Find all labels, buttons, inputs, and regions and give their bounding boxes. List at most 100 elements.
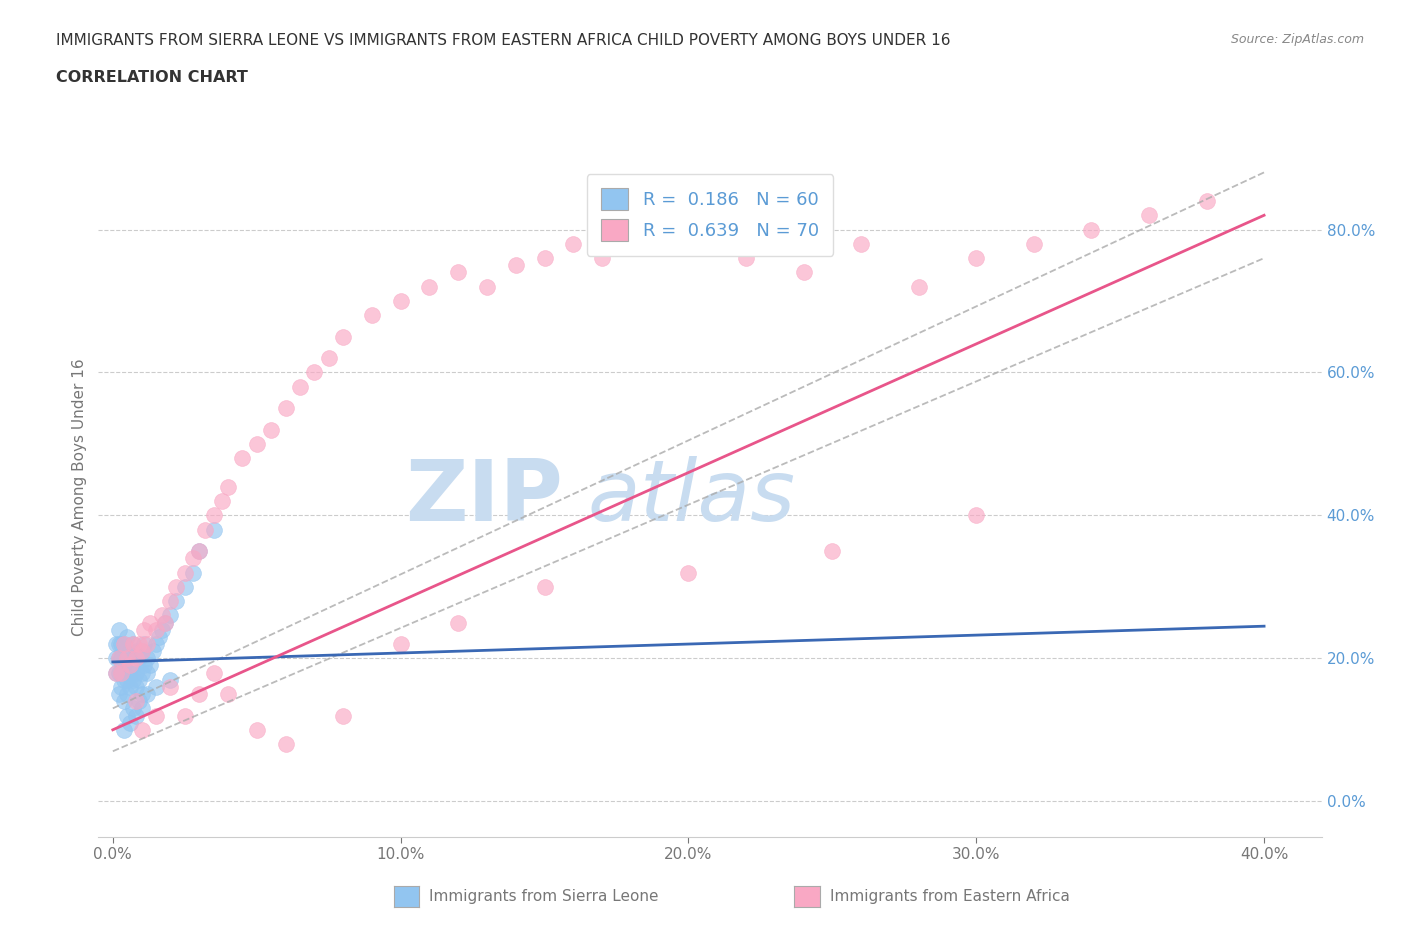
Point [120, 665, 142, 680]
Point [1080, 222, 1102, 237]
Point [112, 637, 135, 652]
Point [131, 665, 153, 680]
Point [134, 622, 156, 637]
Point [173, 579, 195, 594]
Text: CORRELATION CHART: CORRELATION CHART [56, 70, 247, 85]
Point [110, 637, 132, 652]
Point [104, 637, 127, 652]
Point [107, 651, 129, 666]
Point [104, 665, 127, 680]
Point [447, 615, 470, 630]
Point [1137, 207, 1160, 222]
Point [965, 508, 987, 523]
Point [112, 694, 135, 709]
Point [183, 551, 205, 565]
Y-axis label: Child Poverty Among Boys Under 16: Child Poverty Among Boys Under 16 [72, 359, 87, 636]
Point [131, 644, 153, 658]
Point [202, 665, 225, 680]
Point [562, 236, 585, 251]
Text: Source: ZipAtlas.com: Source: ZipAtlas.com [1230, 33, 1364, 46]
Point [533, 579, 555, 594]
Point [389, 637, 412, 652]
Point [110, 680, 132, 695]
Point [360, 308, 382, 323]
Point [183, 565, 205, 580]
Point [735, 251, 758, 266]
Point [332, 708, 354, 723]
Point [389, 294, 412, 309]
Point [533, 251, 555, 266]
Point [136, 651, 159, 666]
Point [120, 644, 142, 658]
Text: atlas: atlas [588, 456, 796, 539]
Point [159, 672, 181, 687]
Point [159, 593, 181, 608]
Point [620, 222, 643, 237]
Text: ZIP: ZIP [405, 456, 564, 539]
Point [1022, 236, 1045, 251]
Point [128, 651, 150, 666]
Point [131, 701, 153, 716]
Point [318, 351, 340, 365]
Point [145, 708, 167, 723]
Point [304, 365, 326, 380]
Point [159, 608, 181, 623]
Point [134, 658, 156, 673]
Point [122, 672, 145, 687]
Point [110, 665, 132, 680]
Point [274, 401, 297, 416]
Point [139, 615, 162, 630]
Point [418, 279, 440, 294]
Text: IMMIGRANTS FROM SIERRA LEONE VS IMMIGRANTS FROM EASTERN AFRICA CHILD POVERTY AMO: IMMIGRANTS FROM SIERRA LEONE VS IMMIGRAN… [56, 33, 950, 47]
Point [246, 436, 269, 451]
Point [128, 672, 150, 687]
Text: Immigrants from Eastern Africa: Immigrants from Eastern Africa [830, 889, 1070, 904]
Point [115, 708, 138, 723]
Point [136, 686, 159, 701]
Point [125, 694, 148, 709]
Point [128, 694, 150, 709]
Point [142, 644, 165, 658]
Point [145, 637, 167, 652]
Point [107, 637, 129, 652]
Point [110, 651, 132, 666]
Point [125, 651, 148, 666]
Point [131, 644, 153, 658]
Point [188, 686, 211, 701]
Point [260, 422, 283, 437]
Point [104, 665, 127, 680]
Point [139, 658, 162, 673]
Point [112, 658, 135, 673]
Point [153, 615, 176, 630]
Point [115, 630, 138, 644]
Point [447, 265, 470, 280]
Point [131, 686, 153, 701]
Point [150, 622, 173, 637]
Point [110, 665, 132, 680]
Point [122, 637, 145, 652]
Point [122, 658, 145, 673]
Point [821, 544, 844, 559]
Point [849, 236, 872, 251]
Point [120, 715, 142, 730]
Point [165, 579, 187, 594]
Point [125, 680, 148, 695]
Point [188, 544, 211, 559]
Point [125, 708, 148, 723]
Point [136, 665, 159, 680]
Point [153, 615, 176, 630]
Point [145, 622, 167, 637]
Point [107, 665, 129, 680]
Point [678, 236, 700, 251]
Point [475, 279, 498, 294]
Point [115, 651, 138, 666]
Point [965, 251, 987, 266]
Point [678, 565, 700, 580]
Point [148, 630, 170, 644]
Point [120, 680, 142, 695]
Point [107, 686, 129, 701]
Point [125, 644, 148, 658]
Point [120, 658, 142, 673]
Point [211, 494, 233, 509]
Point [115, 672, 138, 687]
